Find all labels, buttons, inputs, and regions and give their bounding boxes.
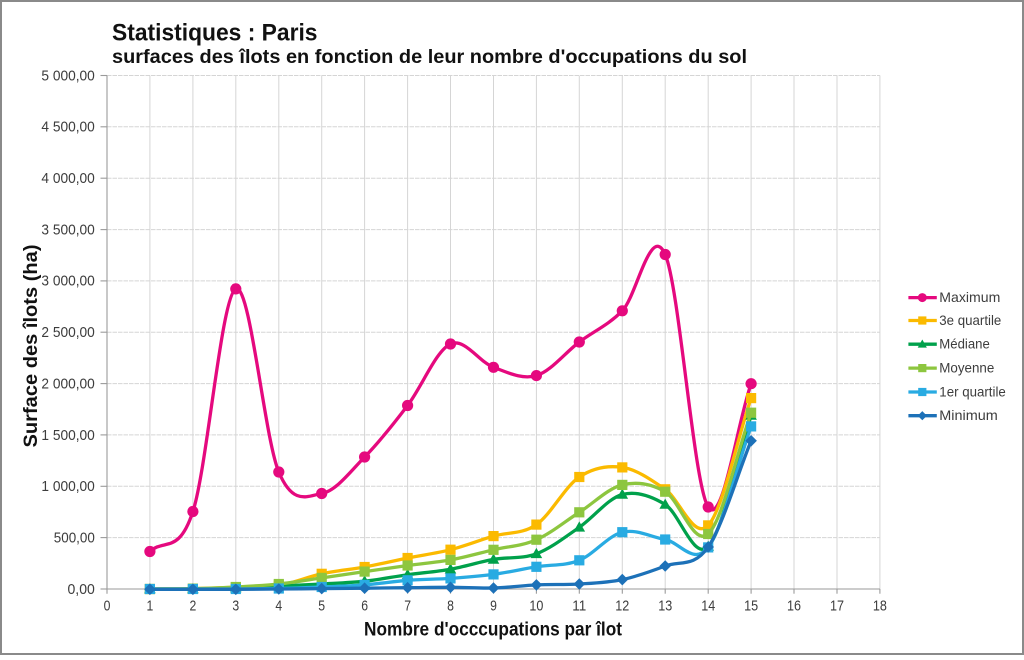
svg-text:14: 14 <box>701 598 715 615</box>
svg-text:4: 4 <box>275 598 282 615</box>
svg-text:500,00: 500,00 <box>54 529 95 546</box>
svg-text:0,00: 0,00 <box>68 581 95 598</box>
svg-text:2: 2 <box>190 598 197 615</box>
svg-text:9: 9 <box>490 598 497 615</box>
svg-text:0: 0 <box>104 598 111 615</box>
svg-text:13: 13 <box>658 598 672 615</box>
svg-text:2 000,00: 2 000,00 <box>41 375 94 392</box>
svg-text:3 000,00: 3 000,00 <box>41 273 94 290</box>
svg-text:5 000,00: 5 000,00 <box>41 67 94 84</box>
svg-text:17: 17 <box>830 598 844 615</box>
svg-text:2 500,00: 2 500,00 <box>41 324 94 341</box>
svg-text:3 500,00: 3 500,00 <box>41 221 94 238</box>
svg-text:8: 8 <box>447 598 454 615</box>
svg-text:1: 1 <box>147 598 154 615</box>
svg-text:3: 3 <box>232 598 239 615</box>
svg-text:16: 16 <box>787 598 801 615</box>
svg-text:Statistiques : Paris: Statistiques : Paris <box>112 19 318 46</box>
svg-text:Surface des îlots (ha): Surface des îlots (ha) <box>21 245 42 448</box>
svg-text:7: 7 <box>404 598 411 615</box>
svg-text:Médiane: Médiane <box>939 336 990 352</box>
svg-text:Moyenne: Moyenne <box>939 360 994 376</box>
svg-text:15: 15 <box>744 598 758 615</box>
svg-text:5: 5 <box>318 598 325 615</box>
svg-text:1 000,00: 1 000,00 <box>41 478 94 495</box>
svg-text:4 500,00: 4 500,00 <box>41 119 94 136</box>
svg-text:1er quartile: 1er quartile <box>939 383 1006 399</box>
svg-text:Nombre d'occcupations par îlot: Nombre d'occcupations par îlot <box>364 620 623 641</box>
svg-text:6: 6 <box>361 598 368 615</box>
svg-text:3e quartile: 3e quartile <box>939 312 1001 328</box>
svg-text:1 500,00: 1 500,00 <box>41 427 94 444</box>
svg-text:12: 12 <box>615 598 629 615</box>
svg-text:10: 10 <box>529 598 543 615</box>
svg-text:11: 11 <box>572 598 586 615</box>
svg-text:18: 18 <box>873 598 887 615</box>
svg-text:4 000,00: 4 000,00 <box>41 170 94 187</box>
svg-text:Maximum: Maximum <box>939 289 1000 305</box>
svg-text:surfaces des îlots en fonction: surfaces des îlots en fonction de leur n… <box>112 47 747 68</box>
svg-text:Minimum: Minimum <box>939 407 998 423</box>
